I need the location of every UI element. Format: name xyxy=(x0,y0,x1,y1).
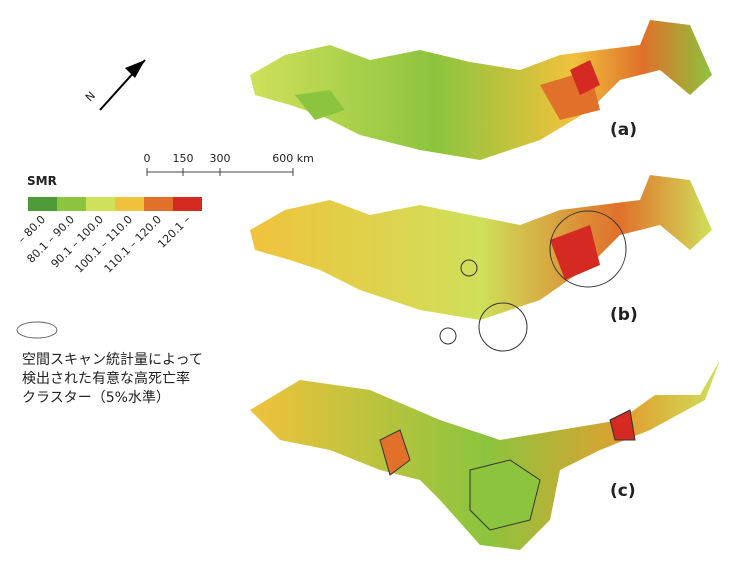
legend-swatch xyxy=(173,197,202,211)
cluster-symbol xyxy=(17,322,57,338)
map-a xyxy=(250,20,712,160)
north-arrow: N xyxy=(83,60,145,110)
legend-title: SMR xyxy=(27,174,57,188)
panel-label: (c) xyxy=(610,481,636,501)
legend-label: 120.1 – xyxy=(155,213,193,251)
scale-label: 150 xyxy=(173,152,194,165)
north-label: N xyxy=(83,89,98,104)
map-b xyxy=(250,175,712,351)
cluster-legend-line: クラスター（5%水準） xyxy=(22,390,170,406)
figure: N 0 150 300 600 km SMR – 80.080.1 – 90.090.… xyxy=(0,0,753,561)
legend-swatch xyxy=(86,197,115,211)
cluster-legend-line: 検出された有意な高死亡率 xyxy=(22,370,190,387)
scale-label: 0 xyxy=(144,152,151,165)
panel-label: (b) xyxy=(610,305,638,325)
scale-bar: 0 150 300 600 km xyxy=(144,152,314,176)
legend-swatch xyxy=(57,197,86,211)
cluster-legend-line: 空間スキャン統計量によって xyxy=(22,352,203,368)
legend-swatch xyxy=(28,197,57,211)
scale-label: 300 xyxy=(210,152,231,165)
legend-swatch xyxy=(144,197,173,211)
scale-label: 600 km xyxy=(272,152,314,165)
map-c xyxy=(250,360,720,550)
panel-label: (a) xyxy=(610,120,637,140)
legend-swatch xyxy=(115,197,144,211)
